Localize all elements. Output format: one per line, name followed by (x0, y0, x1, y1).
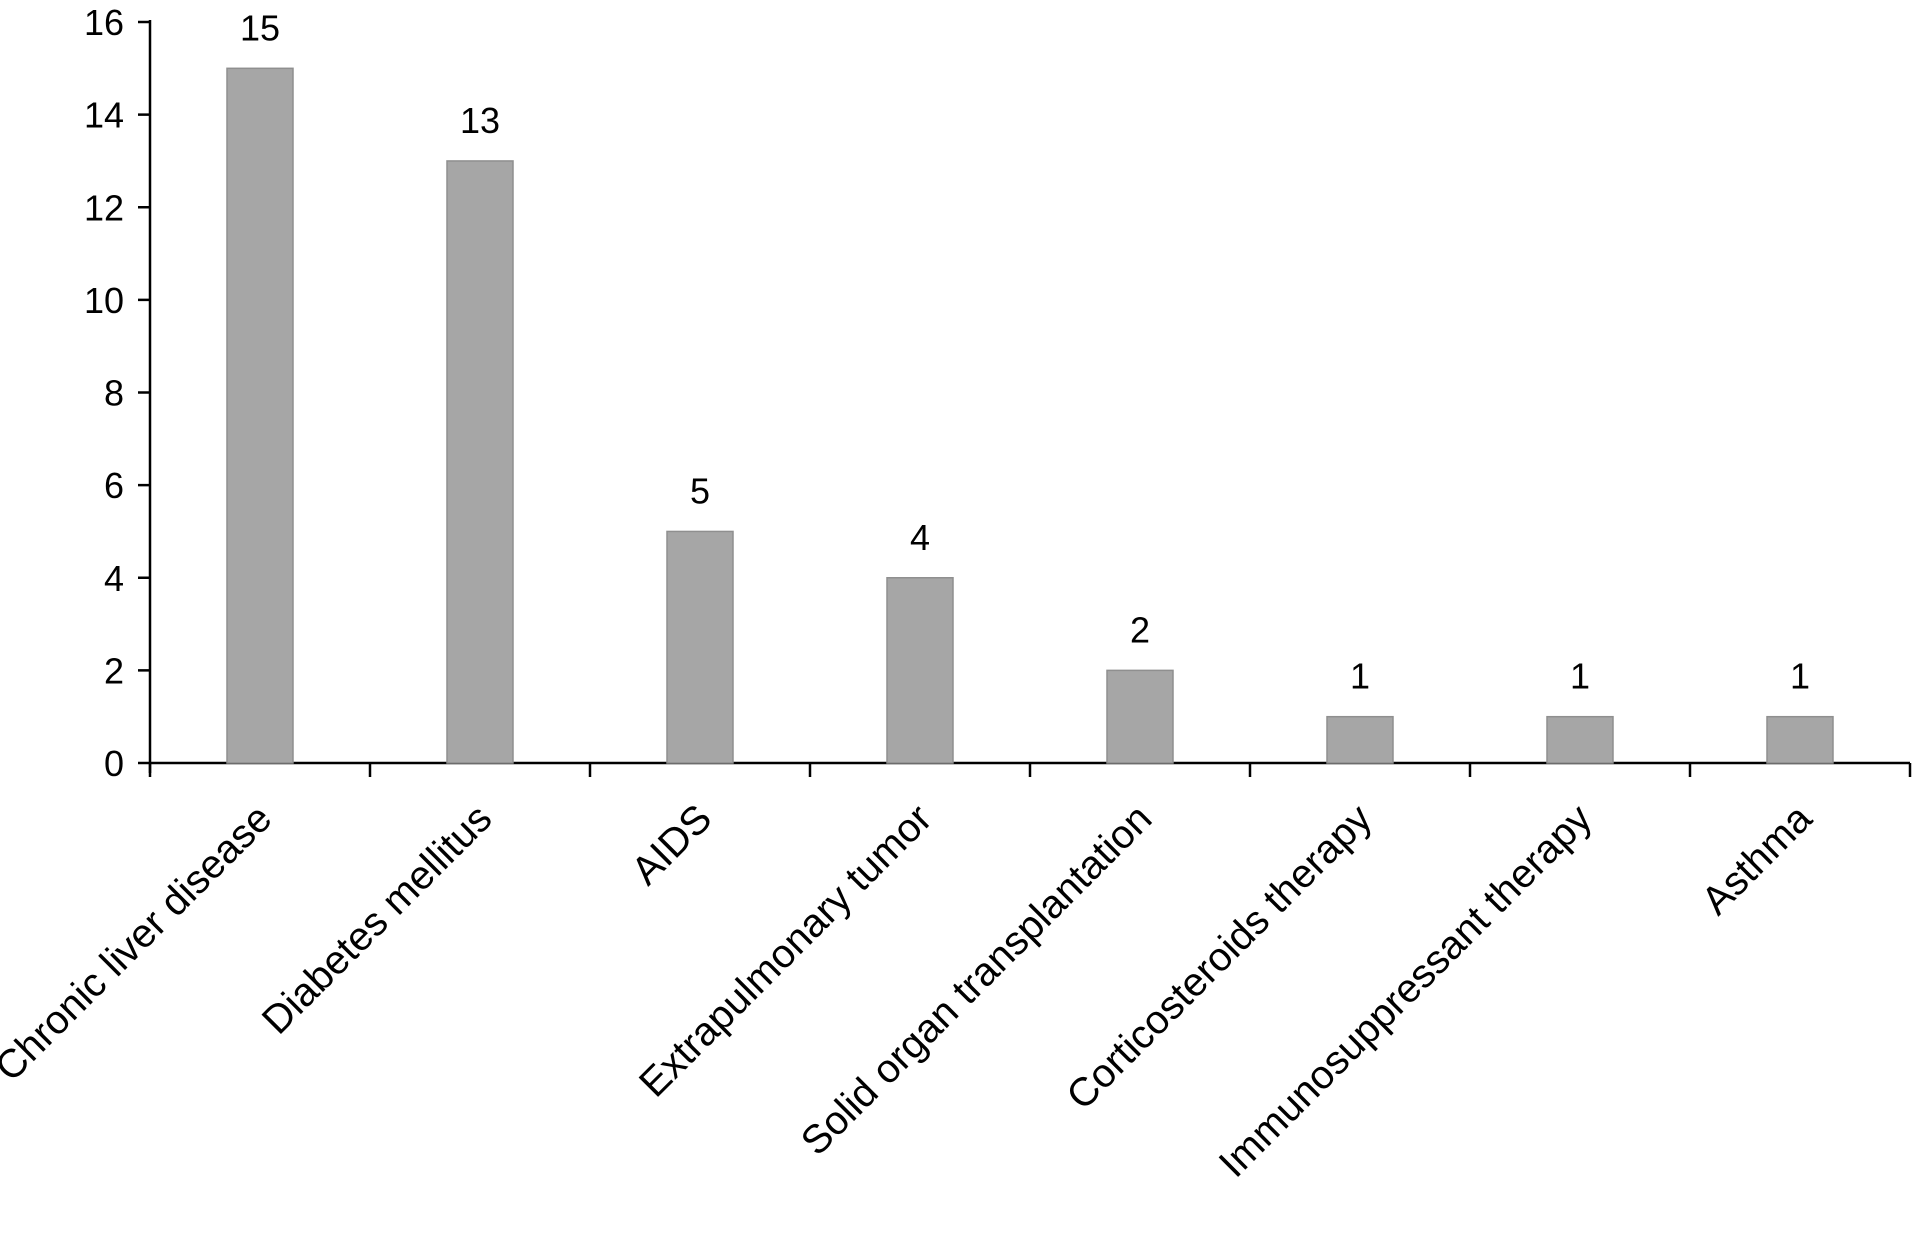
data-labels: 15 13 5 4 2 1 1 1 (240, 7, 1810, 696)
data-label-immunosuppressant-therapy: 1 (1570, 656, 1590, 697)
y-tick-label: 6 (104, 465, 124, 506)
y-tick-label: 4 (104, 558, 124, 599)
y-tick-label: 2 (104, 650, 124, 691)
y-axis: 0 2 4 6 8 10 12 14 16 (84, 2, 152, 784)
y-tick-label: 16 (84, 2, 124, 43)
bars (226, 67, 1834, 764)
bar-corticosteroids-therapy (1326, 715, 1394, 764)
bar-aids (666, 530, 734, 764)
x-tick-label-aids: AIDS (623, 796, 720, 893)
bar-solid-organ-transplantation (1106, 669, 1174, 764)
data-label-solid-organ-transplantation: 2 (1130, 609, 1150, 650)
y-tick-label: 8 (104, 373, 124, 414)
x-tick-label-solid-organ-transplantation: Solid organ transplantation (793, 796, 1161, 1164)
y-tick-label: 10 (84, 280, 124, 321)
x-tick-label-immunosuppressant-therapy: Immunosuppressant therapy (1211, 796, 1601, 1186)
data-label-chronic-liver-disease: 15 (240, 7, 280, 48)
x-tick-label-asthma: Asthma (1693, 796, 1821, 924)
y-tick-label: 0 (104, 743, 124, 784)
x-tick-label-diabetes-mellitus: Diabetes mellitus (254, 796, 500, 1042)
bar-chronic-liver-disease (226, 67, 294, 764)
y-tick-label: 12 (84, 187, 124, 228)
y-tick-label: 14 (84, 95, 124, 136)
data-label-asthma: 1 (1790, 656, 1810, 697)
data-label-corticosteroids-therapy: 1 (1350, 656, 1370, 697)
data-label-extrapulmonary-tumor: 4 (910, 517, 930, 558)
data-label-diabetes-mellitus: 13 (460, 100, 500, 141)
x-tick-label-chronic-liver-disease: Chronic liver disease (0, 796, 280, 1090)
bar-immunosuppressant-therapy (1546, 715, 1614, 764)
bar-asthma (1766, 715, 1834, 764)
x-axis (148, 761, 1912, 777)
bar-extrapulmonary-tumor (886, 577, 954, 764)
data-label-aids: 5 (690, 470, 710, 511)
bar-diabetes-mellitus (446, 160, 514, 764)
